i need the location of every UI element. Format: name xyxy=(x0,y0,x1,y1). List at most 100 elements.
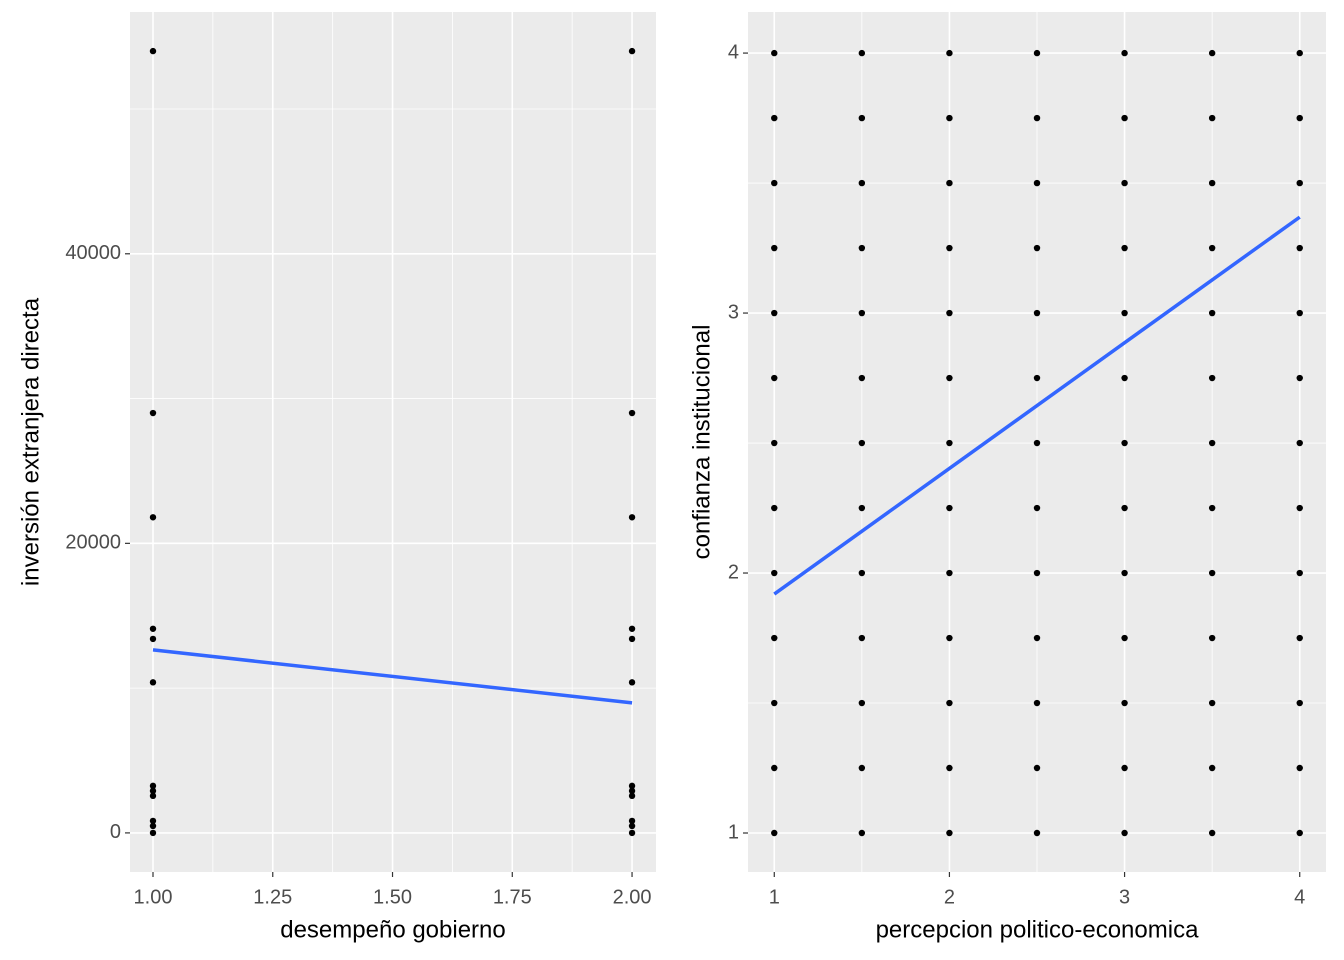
point xyxy=(628,787,636,795)
point xyxy=(858,179,866,187)
point xyxy=(1033,114,1041,122)
point xyxy=(858,244,866,252)
point xyxy=(1121,829,1128,837)
point xyxy=(1296,569,1303,577)
x-tick-label: 1.25 xyxy=(253,886,292,908)
point xyxy=(1033,309,1041,317)
trend-line xyxy=(773,215,1301,596)
point xyxy=(1296,114,1303,122)
point xyxy=(1208,244,1216,252)
y-axis-title: inversión extranjera directa xyxy=(17,297,44,586)
y-tick-label: 2 xyxy=(728,561,739,583)
point xyxy=(771,374,778,382)
point xyxy=(1033,504,1041,512)
point xyxy=(149,782,157,790)
point xyxy=(1121,634,1128,642)
point xyxy=(1208,569,1216,577)
point xyxy=(628,409,636,417)
point xyxy=(149,409,157,417)
point xyxy=(946,764,953,772)
point xyxy=(771,179,778,187)
point xyxy=(628,514,636,521)
point xyxy=(1296,764,1303,772)
point xyxy=(1296,374,1303,382)
point xyxy=(771,829,778,837)
x-axis-title: desempeño gobierno xyxy=(280,916,506,943)
point xyxy=(1296,699,1303,707)
point xyxy=(628,792,636,800)
point xyxy=(1033,374,1041,382)
point xyxy=(1208,504,1216,512)
point xyxy=(858,764,866,772)
x-tick-label: 1.75 xyxy=(493,886,532,908)
point xyxy=(1296,309,1303,317)
point xyxy=(858,504,866,512)
point xyxy=(858,309,866,317)
point xyxy=(149,787,157,795)
point xyxy=(1033,829,1041,837)
point xyxy=(858,634,866,642)
y-tick-label: 1 xyxy=(728,821,739,843)
point xyxy=(149,635,157,643)
point xyxy=(149,679,157,686)
point xyxy=(1296,49,1303,57)
point xyxy=(1033,569,1041,577)
trend-line xyxy=(152,648,633,705)
point xyxy=(946,569,953,577)
x-tick-label: 4 xyxy=(1294,886,1305,908)
point xyxy=(1121,309,1128,317)
point xyxy=(1208,49,1216,57)
x-tick-label: 3 xyxy=(1119,886,1130,908)
point xyxy=(946,374,953,382)
point xyxy=(149,47,157,55)
x-tick-label: 2.00 xyxy=(613,886,652,908)
point xyxy=(149,817,157,825)
point xyxy=(1208,699,1216,707)
point xyxy=(1296,244,1303,252)
point xyxy=(1033,49,1041,57)
point xyxy=(1121,374,1128,382)
point xyxy=(1296,439,1303,447)
point xyxy=(771,49,778,57)
point xyxy=(1208,764,1216,772)
point xyxy=(1296,634,1303,642)
point xyxy=(628,782,636,790)
point xyxy=(1121,179,1128,187)
point xyxy=(149,625,157,632)
point xyxy=(1208,309,1216,317)
point xyxy=(1208,439,1216,447)
x-tick-label: 2 xyxy=(944,886,955,908)
point xyxy=(628,679,636,686)
point xyxy=(1121,244,1128,252)
point xyxy=(858,569,866,577)
point xyxy=(946,829,953,837)
point xyxy=(771,244,778,252)
point xyxy=(628,817,636,825)
point xyxy=(1296,504,1303,512)
point xyxy=(1033,439,1041,447)
point xyxy=(771,439,778,447)
point xyxy=(628,47,636,55)
point xyxy=(149,822,157,830)
point xyxy=(628,822,636,830)
point xyxy=(771,634,778,642)
point xyxy=(946,309,953,317)
x-tick-label: 1 xyxy=(769,886,780,908)
point xyxy=(946,49,953,57)
point xyxy=(1296,179,1303,187)
point xyxy=(858,49,866,57)
point xyxy=(946,114,953,122)
point xyxy=(771,699,778,707)
y-tick-label: 0 xyxy=(110,821,121,843)
point xyxy=(858,829,866,837)
point xyxy=(1208,829,1216,837)
y-tick-label: 40000 xyxy=(65,242,121,264)
point xyxy=(1208,374,1216,382)
point xyxy=(858,699,866,707)
point xyxy=(628,635,636,643)
y-tick-label: 4 xyxy=(728,41,739,63)
point xyxy=(946,634,953,642)
point xyxy=(1033,179,1041,187)
